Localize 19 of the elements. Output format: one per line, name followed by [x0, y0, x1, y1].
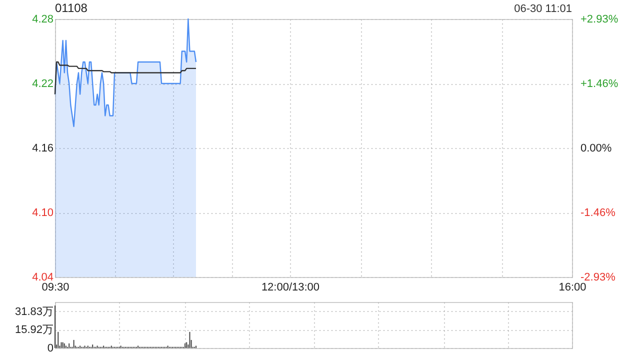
y-tick-label: 31.83万	[14, 306, 54, 318]
y-tick-label: 15.92万	[14, 324, 54, 336]
y2-tick-label: +1.46%	[580, 78, 618, 90]
y2-tick-label: -1.46%	[580, 206, 616, 219]
y-tick-label: 4.28	[32, 14, 54, 26]
y-tick-label: 4.16	[32, 142, 54, 154]
y2-tick-label: 0.00%	[580, 142, 612, 154]
y2-tick-label: +2.93%	[580, 14, 618, 26]
x-tick-label: 16:00	[558, 282, 586, 294]
x-tick-label: 09:30	[42, 282, 70, 294]
y-tick-label: 4.10	[32, 207, 54, 219]
x-tick-label: 12:00/13:00	[261, 282, 320, 294]
y-tick-label: 4.04	[32, 272, 54, 284]
line-series	[54, 61, 197, 95]
y2-tick-label: -2.93%	[580, 272, 616, 284]
text: 06-30 11:01	[514, 3, 572, 15]
y-tick-label: 0	[47, 342, 54, 354]
y-tick-label: 4.22	[32, 78, 54, 90]
chart-title: 01108	[55, 1, 88, 15]
